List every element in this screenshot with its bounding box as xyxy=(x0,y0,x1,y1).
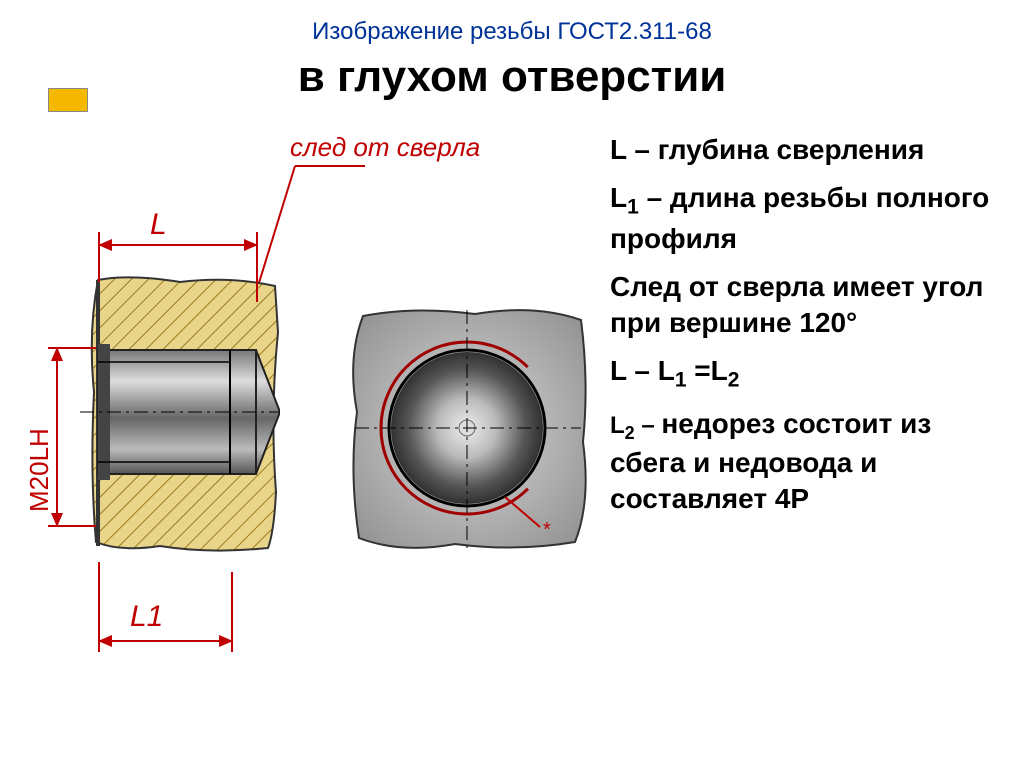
dim-thread-arrow-top xyxy=(51,347,63,361)
dim-L-arrow-left xyxy=(98,239,112,251)
desc-L: L – глубина сверления xyxy=(610,132,1014,168)
front-view: * xyxy=(345,302,590,552)
dim-thread-ext-top xyxy=(48,347,96,349)
content: след от сверла xyxy=(0,132,1024,692)
dim-L-label: L xyxy=(150,208,167,242)
description-list: L – глубина сверления L1 – длина резьбы … xyxy=(610,132,1024,692)
subtitle: Изображение резьбы ГОСТ2.311-68 xyxy=(0,18,1024,46)
dim-L1-arrow-left xyxy=(98,635,112,647)
dim-L1-label: L1 xyxy=(130,600,163,634)
dim-L-line xyxy=(98,244,258,246)
dim-thread-line xyxy=(56,347,58,527)
annotation-drill-trace: след от сверла xyxy=(290,132,480,163)
title: в глухом отверстии xyxy=(0,52,1024,102)
desc-L2: L2 – недорез состоит из сбега и недовода… xyxy=(610,406,1014,516)
svg-text:*: * xyxy=(543,519,551,541)
dim-thread-label: M20LH xyxy=(24,428,55,512)
dim-thread-ext-bot xyxy=(48,525,96,527)
desc-angle: След от сверла имеет угол при вершине 12… xyxy=(610,269,1014,341)
dim-L-ext-right xyxy=(256,232,258,302)
desc-eq: L – L1 =L2 xyxy=(610,353,1014,394)
header: Изображение резьбы ГОСТ2.311-68 в глухом… xyxy=(0,0,1024,102)
dim-L1-line xyxy=(98,640,233,642)
decor-tab xyxy=(48,88,88,112)
desc-L1: L1 – длина резьбы полного профиля xyxy=(610,180,1014,257)
dim-L1-ext-right xyxy=(231,572,233,652)
dim-L-ext-left xyxy=(98,232,100,282)
section-view xyxy=(70,272,280,552)
diagram-area: след от сверла xyxy=(0,132,610,692)
dim-L1-ext-left xyxy=(98,562,100,652)
